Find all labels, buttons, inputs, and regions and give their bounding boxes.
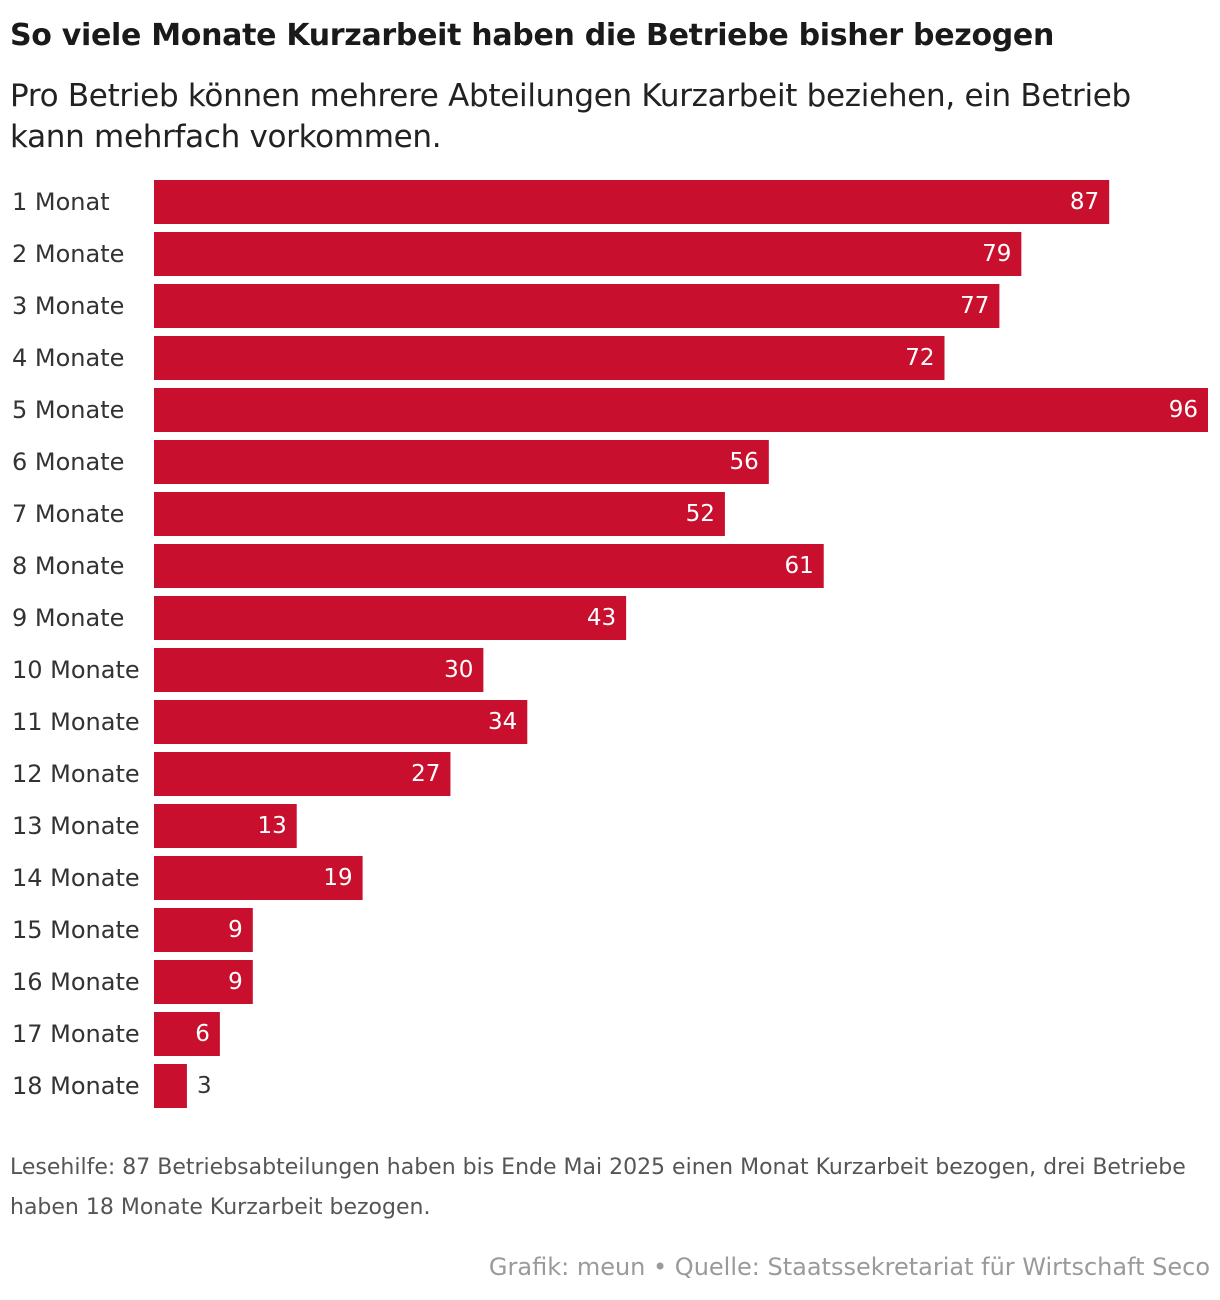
bar bbox=[154, 908, 253, 952]
bar-value-label: 87 bbox=[1070, 189, 1099, 215]
bar bbox=[154, 284, 1000, 328]
category-label: 14 Monate bbox=[12, 864, 140, 892]
bar bbox=[154, 336, 945, 380]
bar bbox=[154, 700, 528, 744]
category-label: 18 Monate bbox=[12, 1072, 140, 1100]
category-label: 11 Monate bbox=[12, 708, 140, 736]
category-label: 8 Monate bbox=[12, 552, 124, 580]
category-label: 15 Monate bbox=[12, 916, 140, 944]
category-label: 17 Monate bbox=[12, 1020, 140, 1048]
category-label: 9 Monate bbox=[12, 604, 124, 632]
bar bbox=[154, 648, 484, 692]
bar bbox=[154, 388, 1208, 432]
bar-value-label: 6 bbox=[195, 1021, 210, 1047]
category-label: 3 Monate bbox=[12, 292, 124, 320]
bar-value-label: 96 bbox=[1169, 397, 1198, 423]
bar-value-label: 19 bbox=[323, 865, 352, 891]
bar bbox=[154, 856, 363, 900]
bar-value-label: 27 bbox=[411, 761, 440, 787]
category-label: 16 Monate bbox=[12, 968, 140, 996]
source-credit: Grafik: meun • Quelle: Staatssekretariat… bbox=[488, 1253, 1210, 1281]
category-label: 6 Monate bbox=[12, 448, 124, 476]
category-label: 5 Monate bbox=[12, 396, 124, 424]
bar bbox=[154, 1012, 220, 1056]
bar-value-label: 72 bbox=[905, 345, 934, 371]
category-label: 2 Monate bbox=[12, 240, 124, 268]
chart-title: So viele Monate Kurzarbeit haben die Bet… bbox=[10, 18, 1055, 53]
bar bbox=[154, 804, 297, 848]
category-label: 7 Monate bbox=[12, 500, 124, 528]
category-label: 1 Monat bbox=[12, 188, 110, 216]
bar bbox=[154, 440, 769, 484]
bar-value-label: 34 bbox=[488, 709, 517, 735]
bar bbox=[154, 544, 824, 588]
bar bbox=[154, 180, 1110, 224]
bar bbox=[154, 1064, 187, 1108]
bar bbox=[154, 960, 253, 1004]
bar-value-label: 77 bbox=[960, 293, 989, 319]
bar-value-label: 30 bbox=[444, 657, 473, 683]
bar bbox=[154, 232, 1022, 276]
bar-value-label: 9 bbox=[228, 917, 243, 943]
bar-value-label: 3 bbox=[197, 1073, 212, 1099]
bar-value-label: 61 bbox=[784, 553, 813, 579]
bar-value-label: 9 bbox=[228, 969, 243, 995]
bar-value-label: 56 bbox=[730, 449, 759, 475]
category-label: 13 Monate bbox=[12, 812, 140, 840]
category-label: 10 Monate bbox=[12, 656, 140, 684]
bar-chart: 1 Monat 87 2 Monate 79 3 Monate 77 4 Monate 72 5… bbox=[12, 180, 1208, 1108]
bar-value-label: 43 bbox=[587, 605, 616, 631]
bar-value-label: 79 bbox=[982, 241, 1011, 267]
reading-aid-note: Lesehilfe: 87 Betriebsabteilungen haben … bbox=[10, 1155, 1186, 1220]
category-label: 4 Monate bbox=[12, 344, 124, 372]
bar-value-label: 13 bbox=[257, 813, 286, 839]
bar bbox=[154, 752, 451, 796]
chart-subtitle: Pro Betrieb können mehrere Abteilungen K… bbox=[10, 78, 1131, 155]
bar-value-label: 52 bbox=[686, 501, 715, 527]
category-label: 12 Monate bbox=[12, 760, 140, 788]
bar bbox=[154, 596, 627, 640]
bar bbox=[154, 492, 725, 536]
